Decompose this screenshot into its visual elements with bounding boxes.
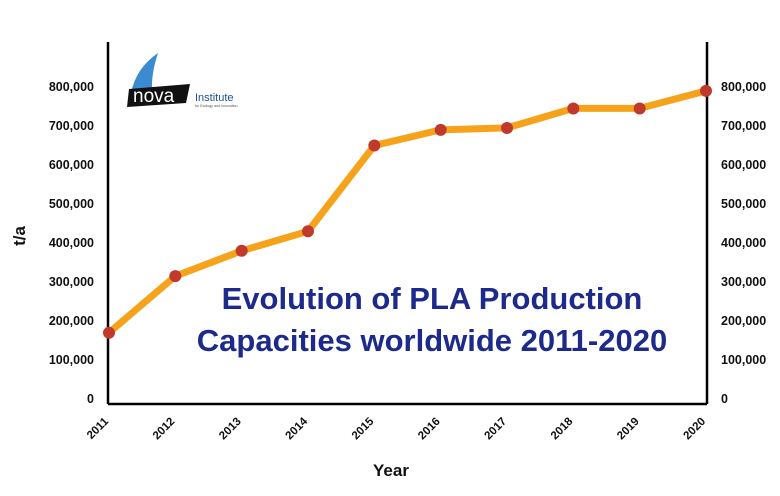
left-y-tick-label: 400,000 [49, 236, 94, 250]
right-y-tick-label: 800,000 [721, 80, 766, 94]
series-line [105, 87, 710, 337]
x-tick-label: 2019 [615, 416, 642, 443]
left-y-tick-label: 700,000 [49, 119, 94, 133]
chart-title-line-2: Capacities worldwide 2011-2020 [197, 323, 667, 358]
right-y-tick-label: 700,000 [721, 119, 766, 133]
left-y-tick-label: 100,000 [49, 353, 94, 367]
left-y-tick-label: 0 [87, 392, 94, 406]
data-point [434, 123, 447, 136]
data-point [567, 102, 580, 115]
right-y-tick-label: 0 [721, 392, 728, 406]
left-y-tick-label: 300,000 [49, 275, 94, 289]
logo-institute-text: Institute [195, 92, 234, 104]
left-y-tick-label: 800,000 [49, 80, 94, 94]
logo-swoosh [131, 53, 158, 93]
x-tick-label: 2020 [682, 416, 709, 443]
right-y-tick-label: 200,000 [721, 314, 766, 328]
data-point [700, 84, 712, 97]
left-y-tick-label: 500,000 [49, 197, 94, 211]
x-tick-label: 2014 [284, 415, 311, 442]
x-tick-label: 2018 [549, 415, 576, 442]
right-y-tick-label: 400,000 [721, 236, 766, 250]
logo-banner [127, 84, 190, 107]
x-tick-label: 2016 [416, 416, 443, 443]
data-point-markers [103, 84, 712, 339]
right-y-tick-label: 300,000 [721, 275, 766, 289]
data-point [633, 102, 646, 115]
logo-nova-text: nova [133, 86, 175, 107]
x-tick-label: 2012 [151, 416, 178, 443]
x-tick-label: 2015 [350, 415, 377, 442]
x-tick-label: 2013 [217, 416, 244, 443]
logo-tagline-text: for Ecology and Innovation [195, 104, 238, 108]
right-y-tick-labels: 0 100,000 200,000 300,000 400,000 500,000 600,… [721, 80, 766, 406]
left-y-tick-labels: 0 100,000 200,000 300,000 400,000 500,000 600,… [49, 80, 94, 406]
data-point [368, 139, 381, 152]
x-axis-title: Year [373, 461, 409, 480]
x-tick-label: 2011 [85, 415, 112, 442]
left-y-tick-label: 600,000 [49, 158, 94, 172]
x-tick-labels: 2011 2012 2013 2014 2015 2016 2017 2018 2019 2020 [85, 415, 708, 442]
right-y-tick-label: 100,000 [721, 353, 766, 367]
nova-institute-logo: nova Institute for Ecology and Innovatio… [127, 53, 238, 108]
data-point [501, 121, 513, 134]
x-tick-label: 2017 [483, 416, 510, 443]
data-point [235, 244, 248, 257]
right-y-tick-label: 500,000 [721, 197, 766, 211]
y-axis-title: t/a [10, 226, 29, 246]
right-y-tick-label: 600,000 [721, 158, 766, 172]
chart-title-line-1: Evolution of PLA Production [222, 281, 643, 316]
data-point [302, 225, 314, 238]
left-y-tick-label: 200,000 [49, 314, 94, 328]
data-point [103, 326, 115, 339]
data-point [169, 270, 182, 283]
